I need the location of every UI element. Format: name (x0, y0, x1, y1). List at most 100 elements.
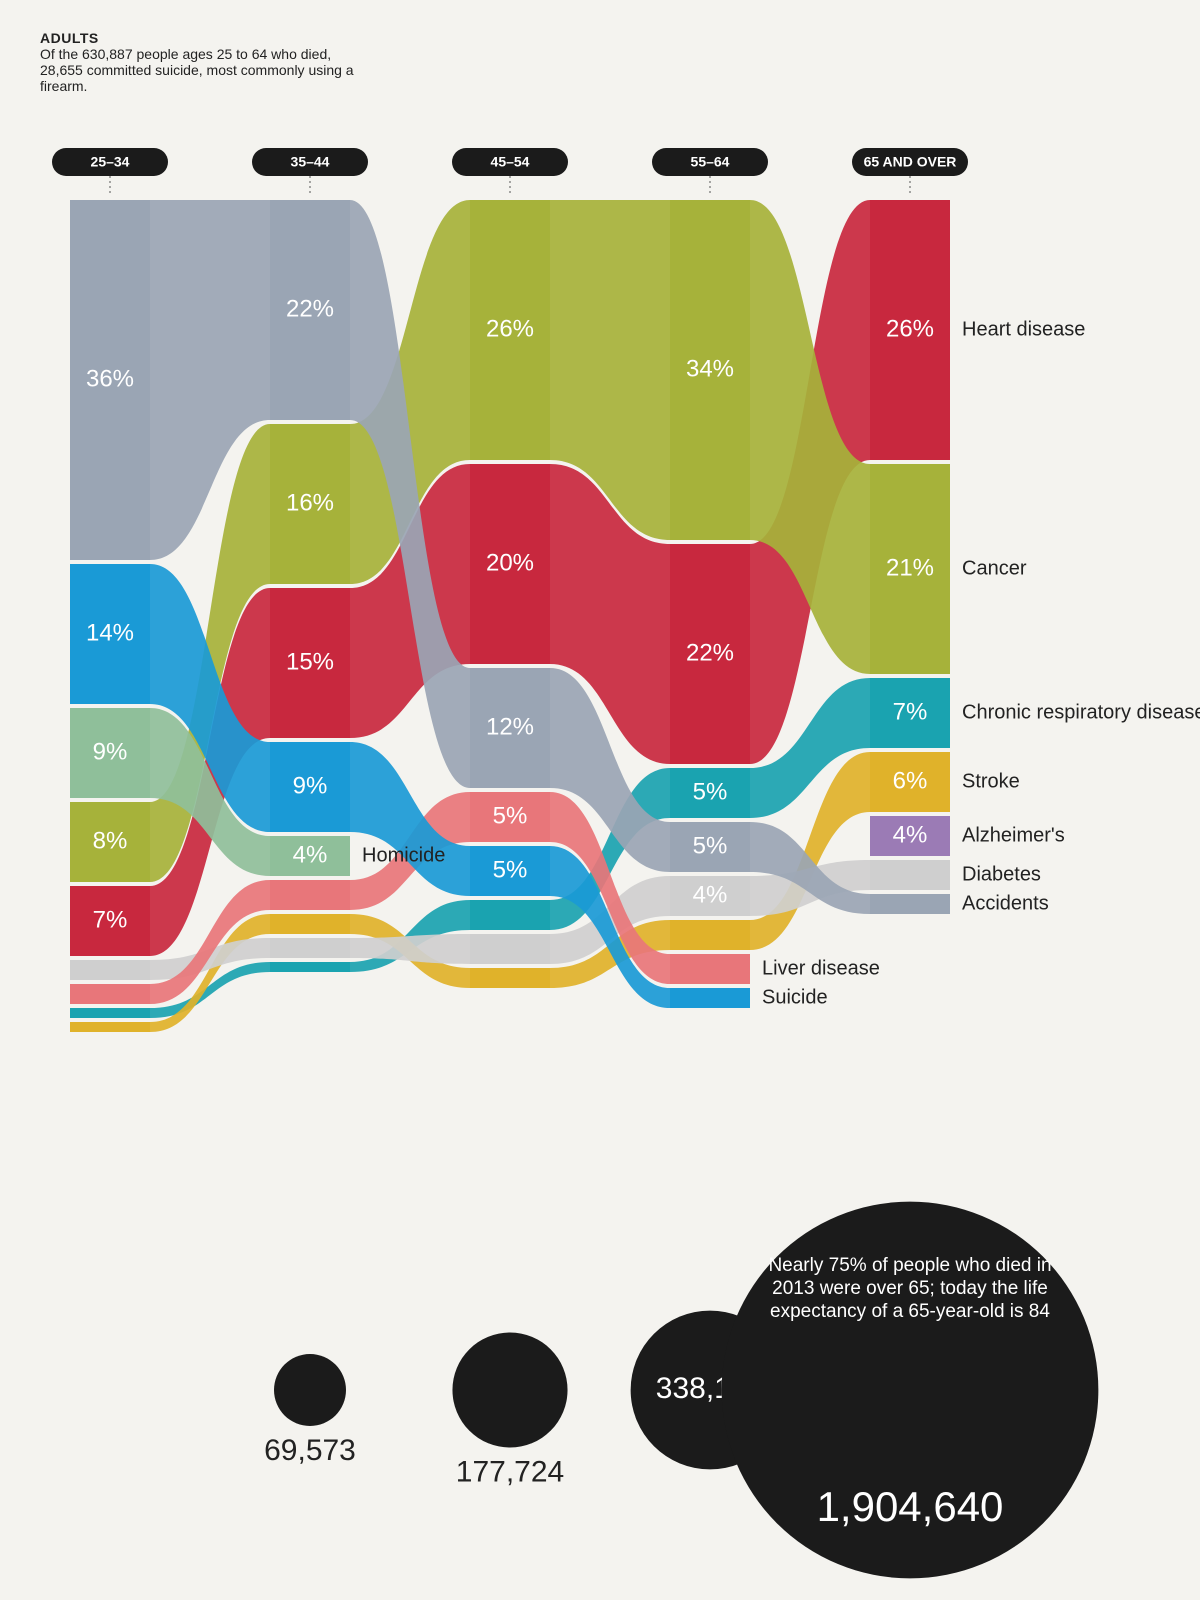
ribbon-link (150, 200, 270, 560)
band (670, 768, 750, 818)
ribbon-link (350, 934, 470, 964)
total-circle (452, 1332, 568, 1448)
ribbon-link (550, 200, 670, 540)
value-label: 9% (293, 772, 328, 799)
band (70, 708, 150, 798)
band (70, 1008, 150, 1018)
series-label: Liver disease (762, 957, 880, 979)
value-label: 4% (893, 821, 928, 848)
ribbon-link (550, 846, 670, 1008)
series-label: Diabetes (962, 863, 1041, 885)
band (270, 938, 350, 958)
ribbon-link (150, 880, 270, 1004)
band (70, 564, 150, 704)
band (670, 954, 750, 984)
category-tag (252, 148, 368, 176)
value-label: 22% (686, 639, 734, 666)
band (870, 464, 950, 674)
band (470, 464, 550, 664)
category-tag (652, 148, 768, 176)
ribbon-link (150, 962, 270, 1018)
total-label: 177,724 (456, 1455, 564, 1488)
value-label: 5% (493, 802, 528, 829)
band (670, 988, 750, 1008)
total-circle (721, 1201, 1099, 1579)
category-label: 65 AND OVER (864, 154, 957, 170)
band (70, 886, 150, 956)
band (870, 894, 950, 914)
band (270, 424, 350, 584)
value-label: 4% (693, 881, 728, 908)
band (670, 920, 750, 950)
ribbons (150, 200, 870, 1032)
header: ADULTS Of the 630,887 people ages 25 to … (40, 30, 370, 94)
ribbon-link (750, 200, 870, 674)
value-label: 5% (693, 832, 728, 859)
value-label: 12% (486, 713, 534, 740)
band (470, 900, 550, 930)
series-label: Homicide (362, 844, 445, 866)
band (70, 960, 150, 980)
band (270, 962, 350, 972)
value-label: 16% (286, 489, 334, 516)
value-label: 4% (293, 841, 328, 868)
value-label: 34% (686, 355, 734, 382)
band (870, 678, 950, 748)
band (270, 836, 350, 876)
ribbon-link (350, 200, 470, 788)
category-label: 45–54 (491, 154, 530, 170)
value-label: 8% (93, 827, 128, 854)
value-label: 26% (886, 315, 934, 342)
value-label: 9% (93, 738, 128, 765)
value-label: 14% (86, 619, 134, 646)
ribbon-link (150, 938, 270, 980)
value-label: 15% (286, 648, 334, 675)
ribbon-link (750, 678, 870, 818)
band (470, 668, 550, 788)
band (470, 846, 550, 896)
value-label: 5% (493, 856, 528, 883)
ribbon-link (750, 822, 870, 914)
ribbon-link (550, 464, 670, 764)
chart-subtitle: Of the 630,887 people ages 25 to 64 who … (40, 46, 354, 94)
band (470, 200, 550, 460)
bars: 7% 15% 20% 22% 26% Heart disease 8% 16% 26% 34% 21… (70, 200, 1200, 1032)
series-label: Chronic respiratory disease (962, 701, 1200, 723)
series-label: Stroke (962, 770, 1020, 792)
category-tag (452, 148, 568, 176)
band (270, 880, 350, 910)
ribbon-link (550, 668, 670, 872)
band (70, 200, 150, 560)
band (870, 816, 950, 856)
value-label: 20% (486, 549, 534, 576)
band (870, 200, 950, 460)
chart-title: ADULTS (40, 30, 99, 46)
value-label: 7% (893, 698, 928, 725)
band (70, 1022, 150, 1032)
value-label: 36% (86, 365, 134, 392)
total-circle (274, 1354, 346, 1426)
band (70, 984, 150, 1004)
band (670, 876, 750, 916)
ribbon-link (550, 792, 670, 984)
series-label: Suicide (762, 986, 828, 1008)
ribbon-link (150, 708, 270, 876)
category-label: 35–44 (291, 154, 330, 170)
series-label: Accidents (962, 892, 1049, 914)
value-label: 21% (886, 554, 934, 581)
value-label: 5% (693, 778, 728, 805)
value-label: 26% (486, 315, 534, 342)
category-tag (852, 148, 968, 176)
note: Nearly 75% of people who died in 2013 we… (768, 1255, 1052, 1322)
total-label: 1,904,640 (817, 1483, 1004, 1530)
band (270, 914, 350, 934)
band (270, 200, 350, 420)
series-label: Cancer (962, 557, 1027, 579)
series-label: Alzheimer's (962, 824, 1065, 846)
total-label: 69,573 (264, 1434, 356, 1467)
band (870, 860, 950, 890)
category-tag (52, 148, 168, 176)
band (470, 968, 550, 988)
